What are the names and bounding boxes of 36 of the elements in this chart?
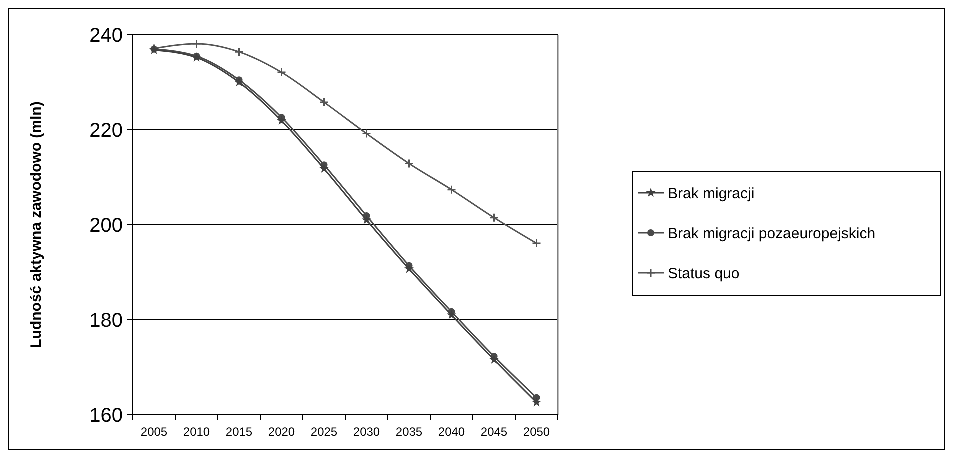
x-tick-label: 2050 <box>523 425 550 439</box>
y-axis-title: Ludność aktywna zawodowo (mln) <box>28 102 45 348</box>
y-tick-label: 180 <box>90 310 123 332</box>
point <box>446 310 457 320</box>
point <box>277 68 286 78</box>
legend-label: Status quo <box>668 265 740 282</box>
point <box>234 78 244 87</box>
legend-label: Brak migracji pozaeuropejskich <box>668 225 876 242</box>
point <box>276 116 287 126</box>
point <box>404 158 414 168</box>
point <box>404 264 414 274</box>
point <box>319 164 330 173</box>
x-tick-label: 2015 <box>226 425 253 439</box>
point <box>489 354 500 364</box>
point <box>320 98 329 108</box>
point <box>362 215 372 224</box>
x-tick-label: 2040 <box>438 425 466 439</box>
point <box>447 185 456 195</box>
x-tick-label: 2045 <box>480 425 508 439</box>
y-tick-label: 160 <box>90 405 123 427</box>
x-tick-label: 2025 <box>310 425 338 439</box>
x-tick-label: 2030 <box>353 425 380 439</box>
x-tick-label: 2005 <box>140 425 168 439</box>
y-tick-label: 200 <box>90 215 123 237</box>
legend-label: Brak migracji <box>668 185 755 202</box>
point <box>192 39 202 49</box>
point <box>532 238 542 248</box>
point <box>490 213 499 223</box>
point <box>532 398 542 407</box>
x-tick-label: 2010 <box>183 425 210 439</box>
x-tick-label: 2020 <box>268 425 296 439</box>
point <box>362 129 372 139</box>
y-tick-label: 220 <box>90 120 123 142</box>
y-tick-label: 240 <box>90 25 123 47</box>
x-tick-label: 2035 <box>396 425 423 439</box>
point <box>234 47 244 57</box>
